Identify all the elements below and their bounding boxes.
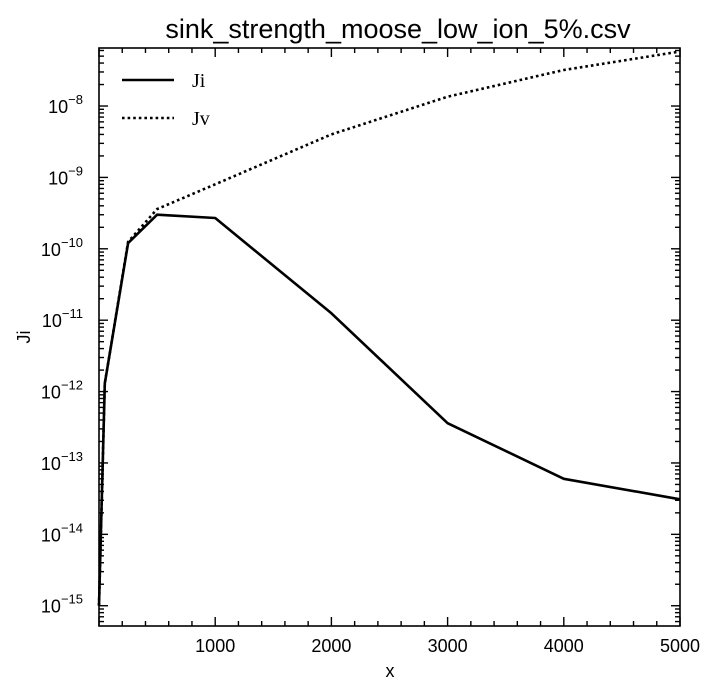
x-tick-label: 3000	[428, 636, 468, 656]
legend: Ji Jv	[122, 70, 210, 130]
y-axis-label: Ji	[14, 331, 34, 344]
y-tick-label: 10−10	[41, 235, 83, 260]
legend-label-jv: Jv	[192, 108, 210, 130]
x-tick-label: 1000	[195, 636, 235, 656]
y-tick-label: 10−9	[48, 163, 83, 188]
plot-series	[97, 50, 681, 606]
plot-frame	[98, 47, 681, 627]
legend-label-ji: Ji	[192, 70, 206, 92]
y-tick-label: 10−11	[42, 306, 83, 331]
y-tick-label: 10−12	[41, 378, 83, 403]
x-axis-label: x	[386, 661, 395, 681]
y-tick-label: 10−8	[48, 92, 83, 117]
series-line-ji	[97, 213, 681, 606]
x-axis: 1000 2000 3000 4000 5000	[98, 48, 700, 656]
x-tick-label: 5000	[660, 636, 700, 656]
y-tick-label: 10−13	[41, 449, 83, 474]
y-tick-label: 10−15	[41, 592, 83, 617]
y-axis: 10−15 10−14 10−13 10−12 10−11 10−10 10−9 10−8	[41, 49, 680, 623]
chart-title: sink_strength_moose_low_ion_5%.csv	[165, 14, 631, 44]
x-tick-label: 2000	[311, 636, 351, 656]
series-line-jv	[97, 50, 681, 606]
y-tick-label: 10−14	[41, 520, 83, 545]
x-tick-label: 4000	[544, 636, 584, 656]
